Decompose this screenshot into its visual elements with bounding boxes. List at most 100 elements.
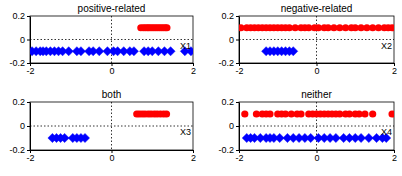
circle-marker — [369, 110, 376, 117]
reference-line — [239, 126, 394, 127]
tick-mark — [236, 40, 239, 41]
marks — [241, 110, 394, 142]
tick-label: 0 — [109, 66, 114, 76]
tick-label: 0 — [109, 153, 114, 163]
series — [137, 24, 170, 31]
series — [241, 110, 394, 117]
marks — [239, 24, 394, 56]
tick-label: 0 — [20, 121, 25, 131]
series — [30, 47, 193, 56]
diamond-marker — [76, 47, 85, 56]
marks — [30, 24, 193, 56]
diamond-marker — [80, 133, 89, 142]
tick: 0.2 — [12, 97, 30, 107]
tick-label: 0.2 — [221, 97, 234, 107]
variable-label: X4 — [381, 127, 392, 137]
tick-mark — [27, 40, 30, 41]
tick: -2 — [235, 63, 243, 76]
variable-label: X1 — [180, 41, 191, 51]
tick: 0.2 — [221, 11, 239, 21]
tick-mark — [27, 16, 30, 17]
tick-label: 0 — [229, 121, 234, 131]
tick: 0.2 — [221, 97, 239, 107]
x-axis: -2 0 2 — [235, 63, 397, 76]
tick: 0 — [109, 150, 114, 163]
tick: -0.2 — [218, 58, 239, 68]
tick: 0 — [314, 63, 319, 76]
panel: -202-0.200.2positive-relatedX1 — [9, 3, 196, 76]
y-axis: -0.2 0 0.2 — [218, 97, 239, 155]
tick-mark — [236, 16, 239, 17]
series — [242, 133, 391, 142]
tick: 0 — [109, 63, 114, 76]
reference-line — [239, 39, 394, 40]
tick-label: 0 — [20, 35, 25, 45]
tick-label: -2 — [235, 66, 243, 76]
tick: 2 — [191, 63, 196, 76]
diamond-marker — [60, 133, 69, 142]
tick-mark — [236, 63, 239, 64]
diamond-marker — [166, 47, 175, 56]
tick: 0 — [20, 35, 30, 45]
tick-label: 0 — [314, 66, 319, 76]
x-axis: -202 — [26, 150, 196, 163]
tick-label: 0.2 — [221, 11, 234, 21]
variable-label: X3 — [180, 127, 191, 137]
tick-label: 0.2 — [12, 11, 25, 21]
tick: 0 — [20, 121, 30, 131]
axis-line — [30, 17, 31, 64]
diamond-marker — [289, 47, 298, 56]
title: negative-related — [281, 3, 353, 14]
circle-marker — [388, 110, 394, 117]
tick-label: 2 — [392, 66, 397, 76]
tick: -2 — [26, 63, 34, 76]
tick-label: 2 — [191, 153, 196, 163]
series — [48, 133, 90, 142]
y-axis: -0.2 0 0.2 — [9, 11, 30, 68]
series — [133, 110, 170, 117]
tick: -2 — [235, 150, 243, 163]
panel: -2 0 2 -0.2 0 0.2 neither X4 — [218, 89, 397, 163]
plot-frame — [239, 102, 394, 150]
tick-mark — [27, 63, 30, 64]
tick-label: -0.2 — [9, 58, 25, 68]
circle-marker — [163, 110, 170, 117]
title: neither — [301, 89, 332, 100]
circle-marker — [163, 24, 170, 31]
diamond-marker — [64, 47, 73, 56]
panel: -202-0.200.2bothX3 — [9, 89, 196, 163]
tick: -0.2 — [9, 145, 30, 155]
figure: -202-0.200.2positive-relatedX1-202-0.200… — [0, 0, 402, 176]
tick: 0 — [229, 35, 239, 45]
plot-frame — [239, 16, 394, 63]
y-axis: -0.2 0 0.2 — [9, 97, 30, 155]
x-axis: -2 0 2 — [235, 150, 397, 163]
tick-label: -0.2 — [218, 58, 234, 68]
tick: 0 — [229, 121, 239, 131]
circle-marker — [388, 24, 394, 31]
series — [239, 24, 394, 31]
variable-label: X2 — [381, 41, 392, 51]
circle-marker — [241, 110, 248, 117]
tick-label: 0 — [314, 153, 319, 163]
tick: 0.2 — [12, 11, 30, 21]
series — [262, 47, 298, 56]
tick-label: 2 — [392, 153, 397, 163]
tick: 0 — [314, 150, 319, 163]
tick-label: 0 — [229, 35, 234, 45]
tick-label: -2 — [26, 66, 34, 76]
y-axis: -0.2 0 0.2 — [218, 11, 239, 68]
tick-label: 0.2 — [12, 97, 25, 107]
tick-label: -0.2 — [218, 145, 234, 155]
axis-line — [239, 17, 240, 64]
tick: 2 — [191, 150, 196, 163]
tick: -0.2 — [218, 145, 239, 155]
tick-mark — [27, 150, 30, 151]
reference-line — [30, 126, 193, 127]
axis-line — [239, 103, 240, 151]
x-axis: -2 0 2 — [26, 63, 196, 76]
diamond-marker — [129, 47, 138, 56]
diamond-marker — [95, 47, 104, 56]
tick-mark — [236, 102, 239, 103]
plot-frame — [30, 102, 193, 150]
